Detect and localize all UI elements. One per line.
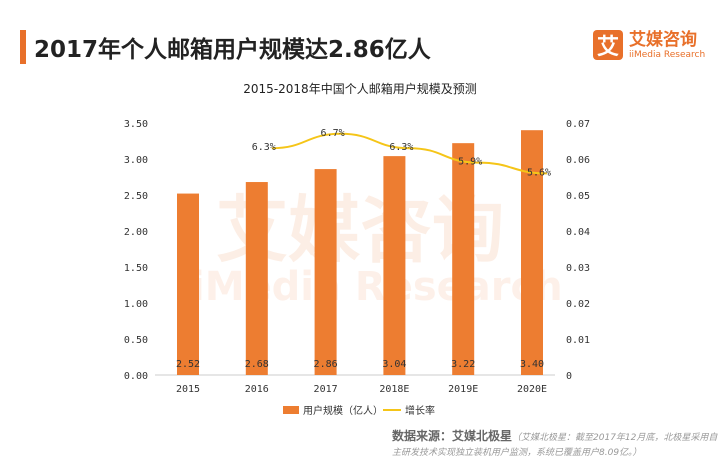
source-text: （艾媒北极星：截至2017年12月底，北极星采用自主研发技术实现独立装机用户监测…: [392, 433, 718, 458]
logo-cn: 艾媒咨询: [629, 29, 697, 50]
x-tick: 2019E: [448, 384, 478, 395]
logo-en: iiMedia Research: [629, 49, 706, 60]
x-tick: 2015: [176, 384, 200, 395]
bar-label: 3.04: [382, 359, 406, 370]
y-left-tick: 0.00: [124, 371, 148, 382]
bar-2017: [314, 169, 337, 375]
y-left-tick: 3.50: [124, 119, 148, 130]
x-tick: 2018E: [379, 384, 409, 395]
y-right-tick: 0.02: [566, 299, 590, 310]
y-left-tick: 3.00: [124, 155, 148, 166]
line-label: 5.6%: [527, 167, 551, 178]
y-right-tick: 0: [566, 371, 572, 382]
bar-2020E: [521, 130, 543, 375]
legend-bar-label: 用户规模（亿人）: [303, 404, 383, 417]
source-note: 数据来源：艾媒北极星（艾媒北极星：截至2017年12月底，北极星采用自主研发技术…: [392, 429, 720, 460]
y-right-tick: 0.05: [566, 191, 590, 202]
y-left-tick: 1.00: [124, 299, 148, 310]
x-tick: 2016: [245, 384, 269, 395]
legend-bar-swatch: [283, 406, 299, 414]
bar-label: 3.22: [451, 359, 475, 370]
y-right-tick: 0.07: [566, 119, 590, 130]
y-right-tick: 0.06: [566, 155, 590, 166]
logo: 艾 艾媒咨询 iiMedia Research: [593, 30, 705, 60]
line-label: 6.7%: [321, 128, 345, 139]
bar-2018E: [383, 156, 406, 375]
line-label: 5.9%: [458, 157, 482, 168]
bar-2016: [245, 182, 268, 375]
x-tick: 2017: [314, 384, 338, 395]
watermark-en: iiMedia Research: [177, 264, 562, 310]
y-left-tick: 1.50: [124, 263, 148, 274]
y-left-tick: 2.50: [124, 191, 148, 202]
y-left-tick: 2.00: [124, 227, 148, 238]
logo-mark: 艾: [593, 30, 623, 60]
growth-line: [271, 132, 548, 175]
title-accent: [20, 30, 26, 64]
line-label: 6.3%: [389, 142, 413, 153]
bar-2015: [177, 193, 199, 375]
y-right-tick: 0.04: [566, 227, 590, 238]
page-title: 2017年个人邮箱用户规模达2.86亿人: [34, 37, 431, 63]
bar-label: 2.68: [245, 359, 269, 370]
y-right-tick: 0.01: [566, 335, 590, 346]
source-label: 数据来源：艾媒北极星: [392, 429, 513, 443]
y-right-tick: 0.03: [566, 263, 590, 274]
chart-title: 2015-2018年中国个人邮箱用户规模及预测: [243, 82, 477, 96]
bar-label: 2.86: [314, 359, 338, 370]
line-label: 6.3%: [252, 142, 276, 153]
legend-line-label: 增长率: [405, 404, 435, 417]
bar-2019E: [452, 143, 475, 375]
x-tick: 2020E: [517, 384, 547, 395]
bar-label: 2.52: [176, 359, 200, 370]
y-left-tick: 0.50: [124, 335, 148, 346]
bar-label: 3.40: [520, 359, 544, 370]
